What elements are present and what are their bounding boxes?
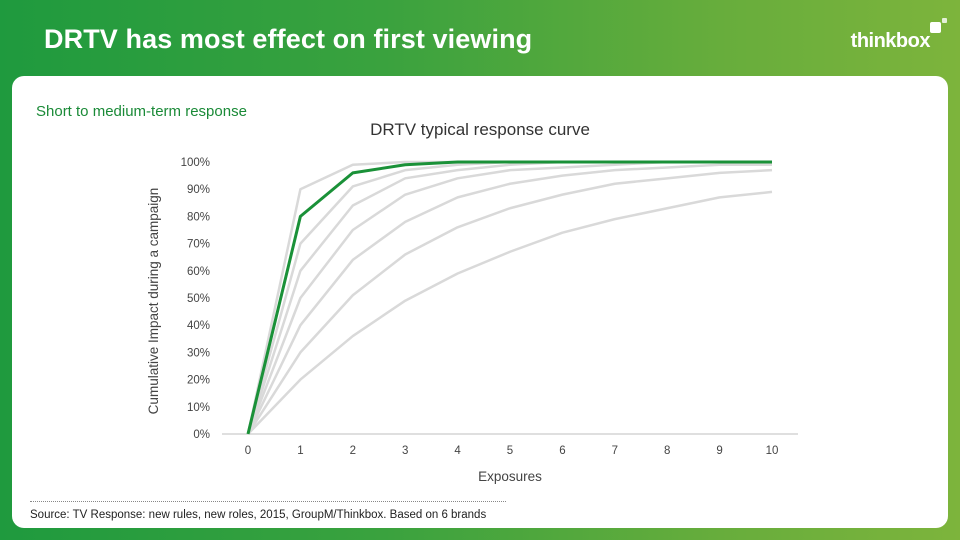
- series-line-curve-20: [247, 190, 773, 435]
- y-tick-label: 0%: [193, 429, 210, 441]
- series-line-curve-30: [246, 168, 773, 435]
- chart-title: DRTV typical response curve: [370, 120, 590, 139]
- series-line-curve-40: [246, 163, 772, 435]
- source-note: Source: TV Response: new rules, new role…: [30, 509, 487, 521]
- y-tick-label: 40%: [187, 320, 210, 332]
- x-tick-label: 0: [245, 445, 251, 457]
- x-tick-label: 2: [350, 445, 356, 457]
- x-tick-label: 9: [716, 445, 722, 457]
- x-tick-label: 7: [612, 445, 618, 457]
- source-divider: [30, 501, 506, 502]
- series-lines: [246, 160, 773, 435]
- y-axis-ticks: 0% 10% 20% 30% 40% 50% 60% 70% 80% 90% 100%: [181, 157, 210, 441]
- subtitle: Short to medium-term response: [36, 103, 247, 120]
- content-panel: Short to medium-term response DRTV typic…: [12, 76, 948, 528]
- x-tick-label: 6: [559, 445, 565, 457]
- series-line-curve-80: [246, 160, 772, 435]
- y-tick-label: 100%: [181, 157, 210, 169]
- x-tick-label: 3: [402, 445, 408, 457]
- y-tick-label: 50%: [187, 293, 210, 305]
- logo-square-icon: [930, 18, 947, 33]
- x-axis-ticks: 0 1 2 3 4 5 6 7 8 9 10: [245, 445, 779, 457]
- y-tick-label: 10%: [187, 402, 210, 414]
- slide-title: DRTV has most effect on first viewing: [44, 24, 533, 54]
- x-tick-label: 8: [664, 445, 670, 457]
- y-tick-label: 70%: [187, 239, 210, 251]
- y-axis-label: Cumulative Impact during a campaign: [146, 188, 161, 415]
- y-tick-label: 80%: [187, 211, 210, 223]
- y-tick-label: 20%: [187, 375, 210, 387]
- x-tick-label: 10: [766, 445, 779, 457]
- y-tick-label: 30%: [187, 347, 210, 359]
- x-axis-label: Exposures: [478, 469, 542, 484]
- x-tick-label: 4: [454, 445, 461, 457]
- response-curve-chart: 0% 10% 20% 30% 40% 50% 60% 70% 80% 90% 100% 0 1 2 3 4 5…: [146, 157, 798, 484]
- thinkbox-logo: thinkbox: [850, 30, 931, 52]
- x-tick-label: 1: [297, 445, 303, 457]
- y-tick-label: 90%: [187, 184, 210, 196]
- y-tick-label: 60%: [187, 266, 210, 278]
- x-tick-label: 5: [507, 445, 513, 457]
